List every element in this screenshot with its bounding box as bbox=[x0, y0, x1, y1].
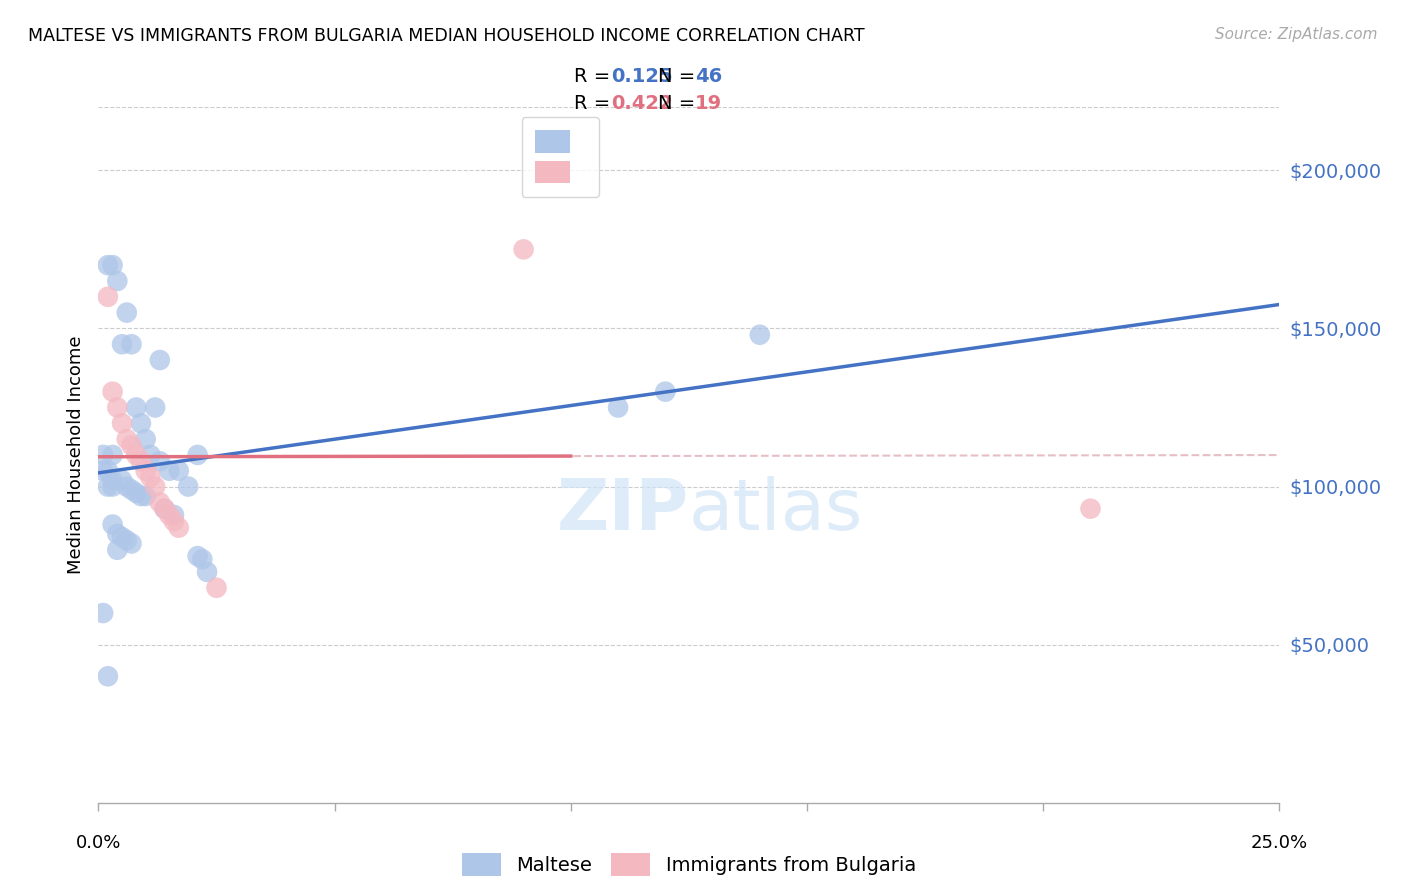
Point bbox=[139, 448, 162, 462]
Point bbox=[205, 581, 228, 595]
Point bbox=[149, 454, 172, 468]
Point bbox=[121, 438, 143, 452]
Point bbox=[512, 243, 534, 257]
Point bbox=[111, 337, 134, 351]
Text: 46: 46 bbox=[695, 67, 721, 86]
Point bbox=[91, 606, 114, 620]
Text: 25.0%: 25.0% bbox=[1251, 834, 1308, 852]
Point bbox=[101, 258, 124, 272]
Point bbox=[157, 508, 180, 522]
Text: N =: N = bbox=[658, 94, 702, 112]
Point bbox=[115, 479, 138, 493]
Point bbox=[97, 464, 120, 478]
Text: Source: ZipAtlas.com: Source: ZipAtlas.com bbox=[1215, 27, 1378, 42]
Point bbox=[121, 337, 143, 351]
Point bbox=[111, 417, 134, 431]
Y-axis label: Median Household Income: Median Household Income bbox=[66, 335, 84, 574]
Point bbox=[177, 479, 200, 493]
Point bbox=[143, 401, 166, 415]
Text: R =: R = bbox=[574, 67, 616, 86]
Point bbox=[105, 274, 128, 288]
Point bbox=[149, 353, 172, 368]
Text: 19: 19 bbox=[695, 94, 721, 112]
Point bbox=[129, 417, 152, 431]
Point bbox=[157, 464, 180, 478]
Point bbox=[111, 530, 134, 544]
Point bbox=[97, 290, 120, 304]
Point bbox=[115, 432, 138, 446]
Point bbox=[115, 533, 138, 548]
Point bbox=[91, 448, 114, 462]
Point bbox=[167, 521, 190, 535]
Point bbox=[195, 565, 218, 579]
Point bbox=[101, 517, 124, 532]
Point bbox=[129, 454, 152, 468]
Point bbox=[105, 401, 128, 415]
Point bbox=[115, 305, 138, 319]
Text: R =: R = bbox=[574, 94, 616, 112]
Point bbox=[187, 448, 209, 462]
Text: 0.422: 0.422 bbox=[612, 94, 673, 112]
Point bbox=[191, 552, 214, 566]
Point bbox=[97, 479, 120, 493]
Text: MALTESE VS IMMIGRANTS FROM BULGARIA MEDIAN HOUSEHOLD INCOME CORRELATION CHART: MALTESE VS IMMIGRANTS FROM BULGARIA MEDI… bbox=[28, 27, 865, 45]
Point bbox=[135, 489, 157, 503]
Point bbox=[97, 258, 120, 272]
Point bbox=[135, 432, 157, 446]
Point bbox=[187, 549, 209, 563]
Point bbox=[129, 489, 152, 503]
Point bbox=[139, 470, 162, 484]
Point bbox=[167, 464, 190, 478]
Point bbox=[149, 495, 172, 509]
Point bbox=[101, 384, 124, 399]
Point bbox=[101, 448, 124, 462]
Text: ZIP: ZIP bbox=[557, 476, 689, 545]
Point bbox=[135, 464, 157, 478]
Point bbox=[607, 401, 630, 415]
Point bbox=[153, 501, 176, 516]
Point bbox=[121, 536, 143, 550]
Point bbox=[153, 501, 176, 516]
Legend: Maltese, Immigrants from Bulgaria: Maltese, Immigrants from Bulgaria bbox=[454, 846, 924, 884]
Point bbox=[105, 542, 128, 557]
Point bbox=[143, 479, 166, 493]
Point bbox=[163, 508, 186, 522]
Point bbox=[748, 327, 770, 342]
Point bbox=[101, 479, 124, 493]
Point bbox=[125, 486, 148, 500]
Point bbox=[111, 473, 134, 487]
Point bbox=[125, 401, 148, 415]
Point bbox=[1080, 501, 1102, 516]
Point bbox=[105, 527, 128, 541]
Point bbox=[163, 514, 186, 528]
Point bbox=[125, 448, 148, 462]
Text: N =: N = bbox=[658, 67, 702, 86]
Text: 0.0%: 0.0% bbox=[76, 834, 121, 852]
Text: 0.125: 0.125 bbox=[612, 67, 673, 86]
Point bbox=[97, 669, 120, 683]
Point bbox=[121, 483, 143, 497]
Point bbox=[654, 384, 676, 399]
Point bbox=[101, 473, 124, 487]
Point bbox=[91, 464, 114, 478]
Text: atlas: atlas bbox=[689, 476, 863, 545]
